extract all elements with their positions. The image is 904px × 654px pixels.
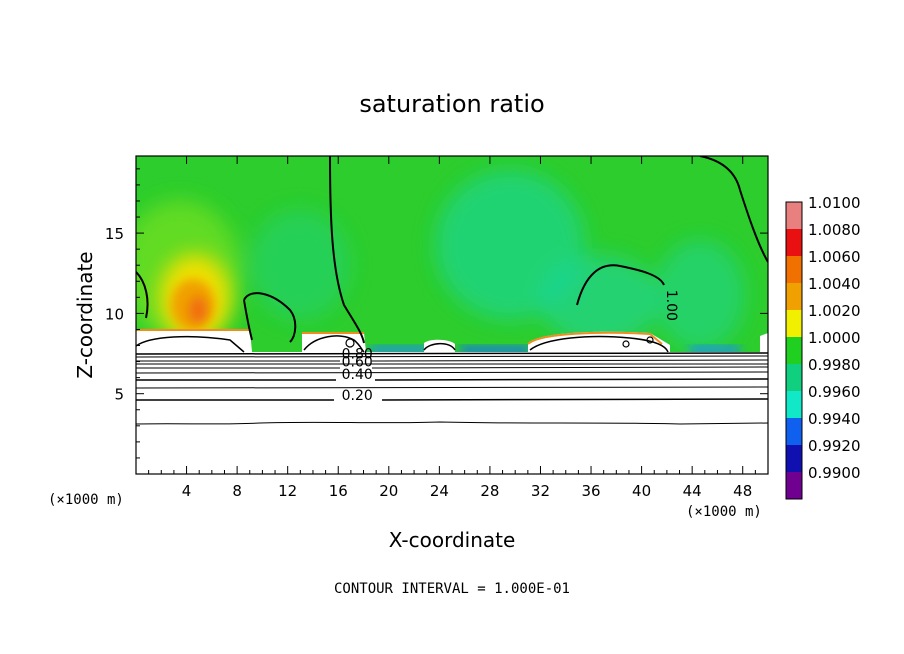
- contour-1.00-cloud4: [529, 335, 669, 353]
- x-tick-label: 24: [430, 482, 449, 500]
- colorbar-level-label: 1.0020: [808, 302, 861, 320]
- x-tick-label: 12: [278, 482, 297, 500]
- contour-label: 0.40: [342, 367, 373, 383]
- colorbar-level-label: 1.0040: [808, 275, 861, 293]
- field-cyan-haze-mid2: [540, 255, 660, 345]
- x-tick-label: 4: [182, 482, 192, 500]
- x-tick-label: 8: [232, 482, 242, 500]
- contour-labels: 0.800.600.40 0.20 1.00: [342, 290, 679, 404]
- x-unit-label-left: (×1000 m): [48, 492, 124, 508]
- colorbar-swatch: [786, 310, 802, 337]
- x-axis-label: X-coordinate: [389, 528, 516, 552]
- colorbar: 1.0100 1.0080 1.0060 1.0040 1.0020 1.0000 0.99…: [785, 194, 861, 500]
- colorbar-level-label: 1.0060: [808, 248, 861, 266]
- x-tick-label: 48: [733, 482, 752, 500]
- contour-0.90: [136, 352, 768, 355]
- colorbar-swatch: [786, 418, 802, 445]
- field-lower-white: [136, 352, 768, 474]
- contour-0.80: [136, 359, 768, 362]
- x-tick-label: 36: [581, 482, 600, 500]
- cloud-edge-orange: [136, 329, 663, 345]
- colorbar-swatch: [786, 229, 802, 256]
- field-blue-band-2: [460, 346, 530, 354]
- contour-label: 0.80: [342, 346, 373, 362]
- colorbar-level-label: 0.9940: [808, 410, 861, 428]
- colorbar-level-label: 1.0080: [808, 221, 861, 239]
- y-tick-label: 10: [105, 305, 124, 323]
- field-blue-band-1: [370, 346, 430, 354]
- colorbar-swatch: [786, 364, 802, 391]
- contour-interval-note: CONTOUR INTERVAL = 1.000E-01: [334, 581, 570, 597]
- field-cyan-haze-left: [250, 210, 350, 320]
- x-tick-label: 32: [531, 482, 550, 500]
- contour-1.00-left: [136, 271, 149, 319]
- contour-1.00-arch-right: [576, 264, 665, 306]
- colorbar-swatch: [786, 445, 802, 472]
- colorbar-frame: [785, 201, 803, 500]
- colorbar-level-label: 1.0100: [808, 194, 861, 212]
- colorbar-swatch: [786, 337, 802, 364]
- colorbar-level-label: 0.9920: [808, 437, 861, 455]
- contour-label: 0.20: [342, 388, 373, 404]
- field-blue-band-3: [690, 346, 740, 354]
- cloud-region-4: [528, 331, 670, 352]
- chart-title: saturation ratio: [359, 90, 544, 118]
- colorbar-swatch: [786, 391, 802, 418]
- contour-0.60: [136, 366, 768, 369]
- contour-ring-1: [345, 338, 355, 348]
- y-tick-label: 5: [114, 386, 124, 404]
- contour-1.00-right-top: [699, 156, 768, 263]
- y-axis-ticks: 5 10 15: [105, 168, 768, 459]
- x-unit-label-right: (×1000 m): [686, 504, 762, 520]
- colorbar-level-label: 1.0000: [808, 329, 861, 347]
- x-tick-label: 20: [379, 482, 398, 500]
- y-axis-label: Z-coordinate: [73, 251, 97, 378]
- field-red-orange-core: [188, 296, 208, 324]
- contour-label: 1.00: [663, 290, 679, 321]
- x-axis-ticks: 4 8 12 16 20 24 28 32 36 40 44 48: [148, 156, 756, 500]
- contour-ring-2: [622, 340, 630, 348]
- colorbar-level-label: 0.9980: [808, 356, 861, 374]
- field-cyan-haze-right: [655, 240, 745, 350]
- colorbar-swatch: [786, 472, 802, 499]
- x-tick-label: 16: [329, 482, 348, 500]
- x-tick-label: 44: [683, 482, 702, 500]
- contour-ring-3: [646, 336, 654, 344]
- contour-0.10: [136, 421, 768, 425]
- cloud-region-5: [760, 333, 768, 352]
- contour-1.00-tower: [329, 156, 365, 344]
- contour-label: 0.60: [342, 354, 373, 370]
- x-tick-label: 28: [480, 482, 499, 500]
- contour-0.85: [136, 355, 768, 358]
- colorbar-level-label: 0.9900: [808, 464, 861, 482]
- contour-1.00-cloud2: [303, 335, 365, 353]
- cloud-region-3: [424, 339, 455, 352]
- colorbar-swatch: [786, 256, 802, 283]
- contour-1.00-cloud-base: [136, 335, 245, 353]
- colorbar-swatch: [786, 202, 802, 229]
- contour-0.20: [136, 398, 768, 401]
- contour-1.00-cloud3: [423, 342, 456, 351]
- x-tick-label: 40: [632, 482, 651, 500]
- colorbar-level-label: 0.9960: [808, 383, 861, 401]
- contour-lines: [136, 156, 768, 425]
- cloud-region-1: [136, 330, 252, 352]
- contour-0.30: [136, 386, 768, 389]
- contour-0.40: [136, 378, 768, 381]
- contour-1.00-loop-left: [243, 292, 297, 343]
- colorbar-swatch: [786, 283, 802, 310]
- y-tick-label: 15: [105, 225, 124, 243]
- contour-0.50: [136, 371, 768, 374]
